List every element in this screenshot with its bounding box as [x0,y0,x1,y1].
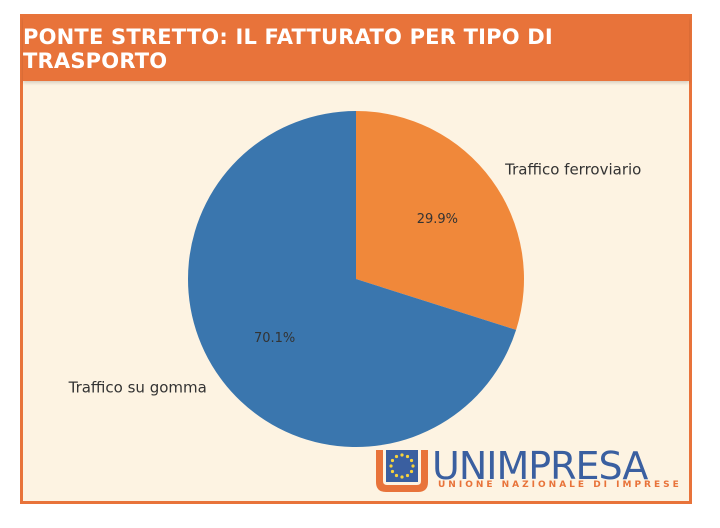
logo-name: UNIMPRESA [432,444,648,488]
pie-value-label-0: 29.9% [417,212,458,227]
logo-star [411,464,415,468]
logo-star [400,453,404,457]
pie-slice-1 [188,111,517,447]
logo-star [400,475,404,479]
pie-category-label-0: Traffico ferroviario [504,160,641,178]
logo-star [405,473,410,478]
logo-star [394,454,399,459]
unimpresa-logo: UNIMPRESA UNIONE NAZIONALE DI IMPRESE [372,444,682,494]
logo-star [409,458,414,463]
logo-star [390,469,395,474]
logo-star [389,464,393,468]
pie-category-label-1: Traffico su gomma [68,379,207,397]
logo-star [390,458,395,463]
header-bar: PONTE STRETTO: IL FATTURATO PER TIPO DI … [23,17,689,81]
logo-star [409,469,414,474]
pie-value-label-1: 70.1% [254,331,295,346]
eu-stars-emblem-icon [376,450,428,492]
chart-title: PONTE STRETTO: IL FATTURATO PER TIPO DI … [23,25,553,73]
logo-star [405,454,410,459]
pie-slice-0 [356,111,524,330]
logo-star [394,473,399,478]
logo-subtitle: UNIONE NAZIONALE DI IMPRESE [438,480,682,490]
